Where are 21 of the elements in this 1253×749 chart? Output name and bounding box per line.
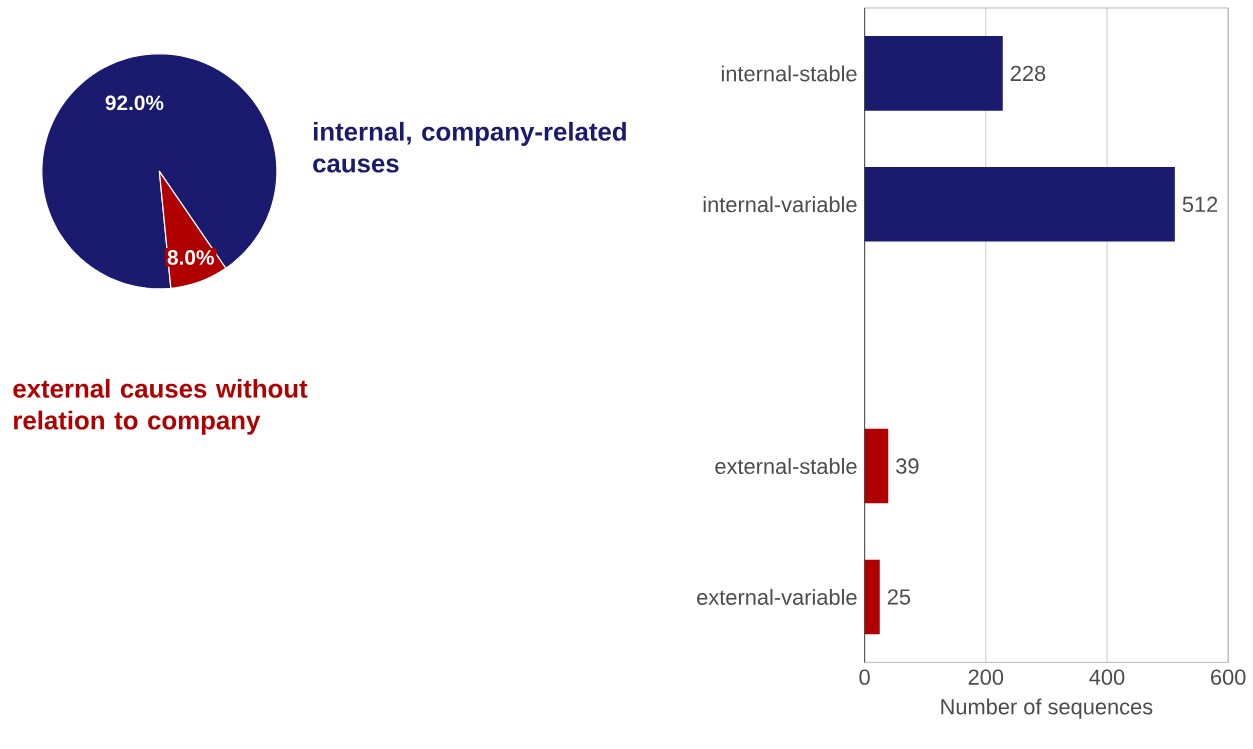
y-tick-label: external-variable <box>697 588 857 605</box>
x-axis-title: Number of sequences <box>941 698 1153 719</box>
data-label: 228 <box>1010 65 1046 82</box>
data-label: 92.0% <box>105 95 164 111</box>
data-label: 512 <box>1182 196 1218 212</box>
bar <box>864 166 1175 242</box>
bar <box>864 559 880 635</box>
x-tick-label: 400 <box>1089 669 1125 685</box>
x-tick-label: 0 <box>859 669 870 685</box>
x-tick-label: 200 <box>968 669 1004 685</box>
data-label: 25 <box>887 589 911 605</box>
bar <box>864 428 889 504</box>
x-tick-label: 600 <box>1211 669 1246 685</box>
data-label: 8.0% <box>167 250 214 265</box>
slice-label: internal, company-related causes <box>313 121 626 173</box>
data-label: 39 <box>896 458 919 474</box>
slice-label: external causes without relation to company <box>13 378 308 435</box>
y-tick-label: internal-variable <box>703 196 857 213</box>
y-tick-label: external-stable <box>715 458 857 475</box>
y-tick-label: internal-stable <box>721 65 857 82</box>
bar <box>864 36 1003 111</box>
